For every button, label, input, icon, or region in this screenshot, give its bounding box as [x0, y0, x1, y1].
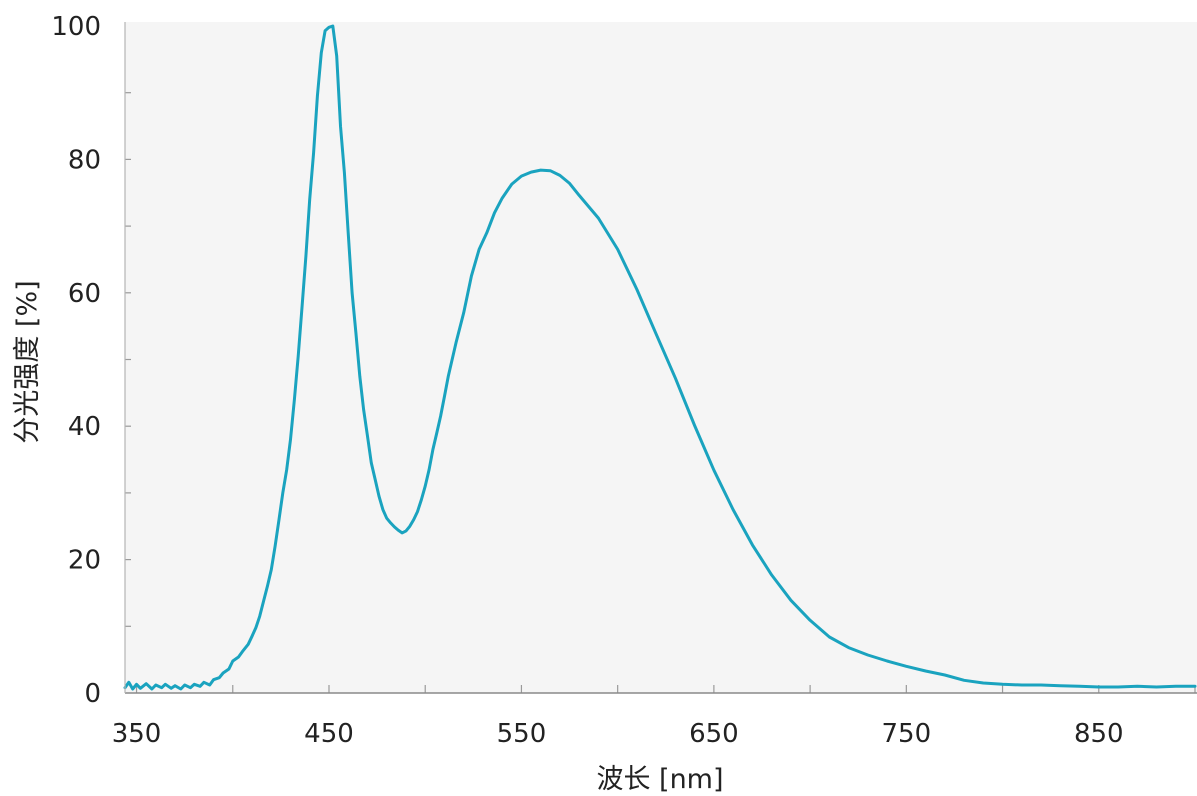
y-tick-label-20: 20	[68, 546, 101, 576]
x-axis-label: 波长 [nm]	[596, 764, 723, 795]
x-tick-label-550: 550	[497, 719, 547, 749]
x-tick-labels: 350 450 550 650 750 850	[112, 719, 1124, 749]
axis-tick-marks	[125, 92, 1196, 693]
y-tick-label-80: 80	[68, 145, 101, 175]
y-tick-label-60: 60	[68, 279, 101, 309]
x-tick-label-750: 750	[882, 719, 932, 749]
y-axis-label: 分光强度 [%]	[12, 280, 43, 443]
y-tick-label-100: 100	[51, 12, 101, 42]
series-line	[123, 24, 1197, 691]
y-tick-labels: 0 20 40 60 80 100	[51, 12, 101, 709]
x-tick-label-650: 650	[689, 719, 739, 749]
x-tick-label-450: 450	[304, 719, 354, 749]
x-tick-label-350: 350	[112, 719, 162, 749]
x-tick-label-850: 850	[1074, 719, 1124, 749]
plot-area	[125, 22, 1197, 693]
y-tick-label-0: 0	[84, 679, 101, 709]
y-tick-label-40: 40	[68, 412, 101, 442]
